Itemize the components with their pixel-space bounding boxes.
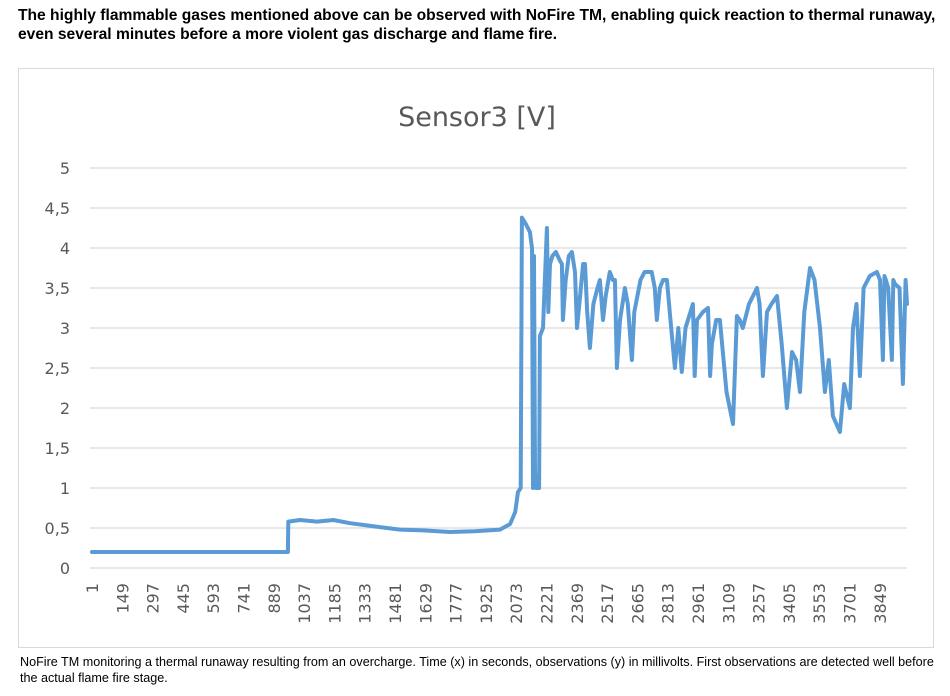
x-tick-label: 3849 <box>871 583 890 624</box>
chart-frame <box>18 68 934 648</box>
y-tick-label: 1,5 <box>45 439 70 458</box>
series-group <box>90 215 909 554</box>
x-tick-label: 2813 <box>659 583 678 624</box>
y-tick-label: 0,5 <box>45 519 70 538</box>
x-tick-label: 741 <box>235 583 254 614</box>
x-tick-label: 1925 <box>477 583 496 624</box>
x-tick-label: 1481 <box>386 583 405 624</box>
x-tick-label: 1629 <box>416 583 435 624</box>
x-tick-label: 297 <box>144 583 163 614</box>
gridlines <box>90 167 907 569</box>
x-tick-label: 149 <box>113 583 132 614</box>
y-tick-label: 4 <box>60 239 70 258</box>
x-tick-label: 3109 <box>719 583 738 624</box>
x-tick-label: 2665 <box>628 583 647 624</box>
y-tick-label: 0 <box>60 559 70 578</box>
x-axis-ticks: 1 149 297 445 593 741 889 1037 1185 1333 1481 1629 1… <box>83 583 890 624</box>
y-tick-label: 4,5 <box>45 199 70 218</box>
x-tick-label: 3257 <box>750 583 769 624</box>
heading-text: The highly flammable gases mentioned abo… <box>18 7 936 43</box>
x-tick-label: 2221 <box>538 583 557 624</box>
x-tick-label: 889 <box>265 583 284 614</box>
x-tick-label: 1777 <box>447 583 466 624</box>
x-tick-label: 2369 <box>568 583 587 624</box>
x-tick-label: 445 <box>174 583 193 614</box>
x-tick-label: 1 <box>83 583 102 593</box>
x-tick-label: 2517 <box>598 583 617 624</box>
figure-caption: NoFire TM monitoring a thermal runaway r… <box>20 655 934 685</box>
y-tick-label: 2 <box>60 399 70 418</box>
x-tick-label: 2961 <box>689 583 708 624</box>
y-axis-ticks: 0 0,5 1 1,5 2 2,5 3 3,5 4 4,5 5 <box>45 159 70 578</box>
x-tick-label: 1333 <box>356 583 375 624</box>
x-tick-label: 3553 <box>810 583 829 624</box>
sensor3-series-line <box>90 215 909 554</box>
y-tick-label: 3 <box>60 319 70 338</box>
x-tick-label: 3701 <box>841 583 860 624</box>
y-tick-label: 2,5 <box>45 359 70 378</box>
y-tick-label: 3,5 <box>45 279 70 298</box>
x-tick-label: 3405 <box>780 583 799 624</box>
x-tick-label: 1037 <box>295 583 314 624</box>
x-tick-label: 593 <box>204 583 223 614</box>
x-tick-label: 2073 <box>507 583 526 624</box>
chart-title: Sensor3 [V] <box>398 102 556 133</box>
y-tick-label: 1 <box>60 479 70 498</box>
x-tick-label: 1185 <box>325 583 344 624</box>
y-tick-label: 5 <box>60 159 70 178</box>
